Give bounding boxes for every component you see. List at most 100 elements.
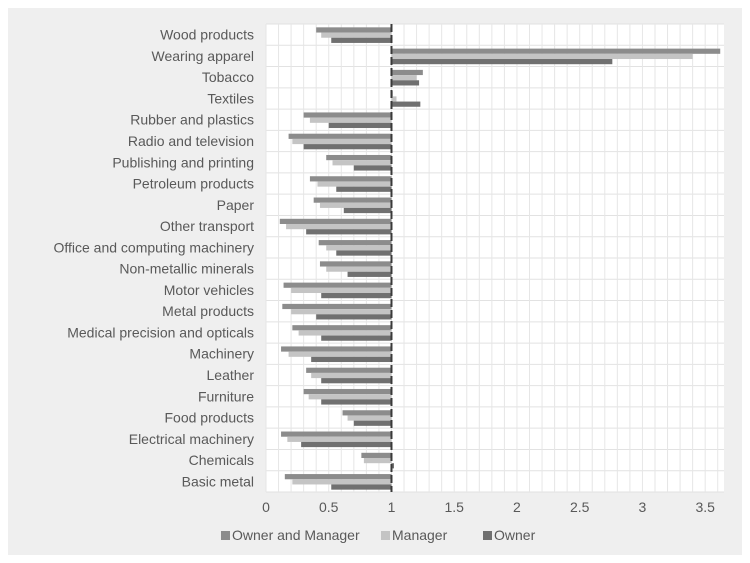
category-label: Medical precision and opticals: [67, 324, 254, 340]
x-tick-label: 1: [388, 499, 396, 515]
category-labels: Wood products Wearing apparel Tobacco Texti…: [53, 27, 254, 490]
bar: [391, 69, 423, 76]
bar: [343, 207, 392, 214]
bar: [306, 367, 392, 373]
legend-label: Owner and Manager: [232, 527, 360, 543]
chart-panel: Wood products Wearing apparel Tobacco Texti…: [8, 8, 742, 555]
category-label: Petroleum products: [133, 176, 254, 192]
bar: [391, 101, 421, 107]
bar: [391, 80, 420, 86]
bar: [288, 133, 392, 139]
bar: [313, 197, 392, 203]
bar: [347, 415, 392, 421]
category-label: Electrical machinery: [129, 431, 254, 447]
bar: [391, 75, 417, 81]
bar: [353, 165, 392, 171]
bar: [353, 420, 392, 426]
category-label: Wearing apparel: [152, 48, 254, 64]
category-label: Wood products: [160, 27, 254, 43]
bar: [331, 484, 392, 490]
legend-swatch: [483, 531, 492, 540]
bar-chart: Wood products Wearing apparel Tobacco Texti…: [53, 23, 724, 543]
bar: [326, 266, 392, 272]
x-tick-label: 2: [513, 499, 521, 515]
bar: [321, 32, 392, 38]
legend-label: Manager: [392, 527, 448, 543]
bar: [286, 223, 392, 230]
bar: [326, 245, 392, 251]
bar: [336, 250, 392, 256]
category-label: Other transport: [160, 218, 254, 234]
bar: [391, 96, 397, 102]
category-label: Motor vehicles: [164, 282, 254, 298]
bar: [311, 372, 392, 379]
bar: [291, 309, 392, 315]
bar: [316, 27, 392, 33]
category-label: Machinery: [189, 346, 254, 362]
bar: [292, 325, 392, 331]
bar: [292, 479, 392, 485]
category-label: Rubber and plastics: [130, 112, 254, 128]
bar: [303, 144, 392, 150]
bars: [279, 27, 721, 490]
bar: [319, 202, 392, 208]
bar: [288, 351, 392, 357]
legend: Owner and Manager Manager Owner: [221, 527, 536, 543]
bar: [391, 48, 721, 54]
bar: [321, 378, 392, 384]
bar: [336, 186, 392, 192]
x-tick-label: 3: [639, 499, 647, 515]
x-tick-label: 1.5: [444, 499, 464, 515]
bar: [317, 181, 392, 187]
bar: [347, 271, 392, 277]
bar: [391, 53, 693, 60]
bar: [303, 112, 392, 118]
bar: [332, 160, 392, 166]
bar: [301, 441, 392, 448]
legend-label: Owner: [494, 527, 536, 543]
bar: [306, 229, 392, 235]
bar: [316, 314, 392, 320]
x-tick-label: 3.5: [695, 499, 715, 515]
legend-swatch: [381, 531, 390, 540]
bar: [279, 218, 392, 224]
bar: [311, 356, 392, 363]
bar: [292, 138, 392, 145]
gridlines: [265, 23, 724, 493]
x-tick-label: 0.5: [319, 499, 339, 515]
category-label: Basic metal: [182, 473, 254, 489]
category-label: Office and computing machinery: [53, 239, 254, 255]
x-tick-labels: 0 0.5 1 1.5 2 2.5 3 3.5: [262, 499, 715, 515]
category-label: Leather: [207, 367, 255, 383]
bar: [283, 282, 392, 288]
legend-swatch: [221, 531, 230, 540]
bar: [391, 59, 613, 65]
category-label: Metal products: [162, 303, 254, 319]
category-label: Furniture: [198, 388, 254, 404]
bar: [321, 293, 392, 299]
x-tick-label: 0: [262, 499, 270, 515]
bar: [308, 394, 392, 400]
bar: [318, 240, 392, 246]
bar: [321, 335, 392, 341]
bar: [281, 346, 392, 352]
bar: [282, 303, 392, 310]
category-label: Tobacco: [202, 69, 254, 85]
category-label: Publishing and printing: [112, 154, 254, 170]
bar: [303, 388, 392, 395]
bar: [391, 463, 394, 469]
bar: [287, 436, 392, 442]
bar: [309, 117, 392, 123]
bar: [309, 176, 392, 182]
bar: [342, 410, 392, 416]
category-label: Food products: [165, 410, 255, 426]
category-label: Chemicals: [189, 452, 254, 468]
x-tick-label: 2.5: [570, 499, 590, 515]
category-label: Textiles: [207, 90, 254, 106]
bar: [363, 457, 392, 464]
bar: [326, 154, 392, 161]
bar: [319, 261, 392, 267]
bar: [328, 122, 392, 129]
category-label: Radio and television: [128, 133, 254, 149]
category-label: Non-metallic minerals: [119, 261, 254, 277]
